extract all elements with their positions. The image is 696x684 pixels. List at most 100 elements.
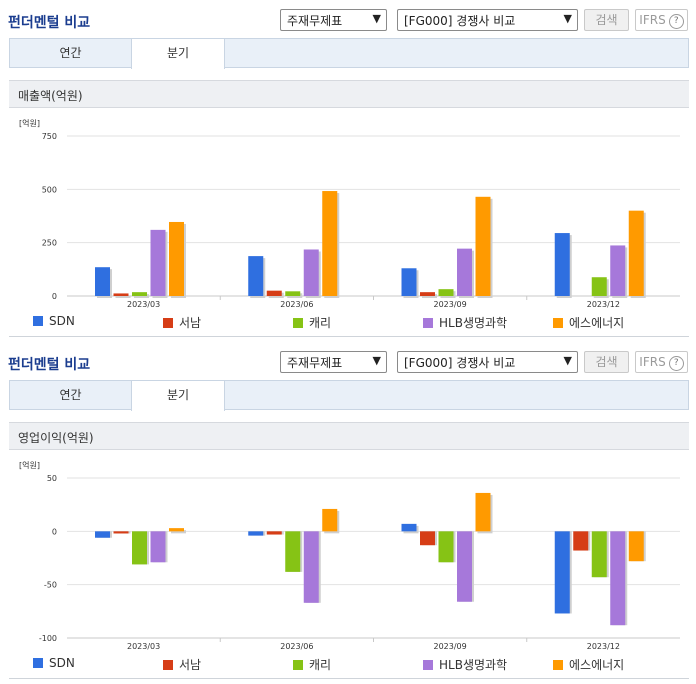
bar[interactable] <box>132 292 147 296</box>
x-tick-label: 2023/12 <box>587 642 620 650</box>
bar[interactable] <box>457 248 472 296</box>
bar[interactable] <box>303 531 319 603</box>
x-tick-label: 2023/03 <box>127 300 160 308</box>
revenue-bar-chart: [억원] 0 250 500 750 2023/03 2023/06 2023/09 2023/… <box>19 118 680 308</box>
bar[interactable] <box>628 531 644 562</box>
chart-caption: 영업이익(억원) <box>9 422 689 450</box>
bar[interactable] <box>150 531 166 563</box>
bar[interactable] <box>591 531 607 578</box>
bar[interactable] <box>266 531 282 535</box>
legend-item-seonam[interactable]: 서남 <box>163 314 201 331</box>
y-tick-label: 50 <box>47 474 57 483</box>
compare-select-value: [FG000] 경쟁사 비교 <box>404 14 516 28</box>
bar[interactable] <box>573 531 589 551</box>
bar[interactable] <box>266 290 282 296</box>
chart-legend: SDN 서남 캐리 HLB생명과학 에스에너지 <box>0 653 696 673</box>
ifrs-button[interactable]: IFRS? <box>635 351 688 373</box>
legend-item-carry[interactable]: 캐리 <box>293 656 331 673</box>
bar[interactable] <box>438 289 454 296</box>
statement-select-value: 주재무제표 <box>287 356 343 370</box>
panel-header: 펀더멘털 비교 주재무제표 ▼ [FG000] 경쟁사 비교 ▼ 검색 IFRS… <box>0 342 696 380</box>
bar[interactable] <box>169 221 184 296</box>
x-tick-label: 2023/06 <box>280 642 313 650</box>
bar[interactable] <box>322 508 338 532</box>
axis-unit-label: [억원] <box>19 118 40 128</box>
bar[interactable] <box>95 267 110 296</box>
legend-item-s-energy[interactable]: 에스에너지 <box>553 314 624 331</box>
search-button[interactable]: 검색 <box>584 9 629 31</box>
x-tick-label: 2023/12 <box>587 300 620 308</box>
bar[interactable] <box>132 531 147 565</box>
y-tick-label: 0 <box>52 527 57 536</box>
bar-shadow <box>115 295 131 298</box>
bar[interactable] <box>322 191 338 296</box>
y-tick-label: 750 <box>42 132 57 141</box>
bar[interactable] <box>554 531 570 614</box>
bar[interactable] <box>401 523 417 532</box>
legend-swatch <box>423 660 433 670</box>
tab-annual[interactable]: 연간 <box>59 46 82 60</box>
bar[interactable] <box>628 210 644 296</box>
chevron-down-icon: ▼ <box>372 12 381 25</box>
ifrs-button[interactable]: IFRS? <box>635 9 688 31</box>
bar[interactable] <box>475 492 491 532</box>
bar[interactable] <box>554 233 570 296</box>
legend-item-carry[interactable]: 캐리 <box>293 314 331 331</box>
bar[interactable] <box>610 531 626 626</box>
statement-select[interactable]: 주재무제표 ▼ <box>280 351 387 373</box>
compare-select[interactable]: [FG000] 경쟁사 비교 ▼ <box>397 9 578 31</box>
tab-annual[interactable]: 연간 <box>59 388 82 402</box>
bar[interactable] <box>150 229 166 296</box>
statement-select[interactable]: 주재무제표 ▼ <box>280 9 387 31</box>
bar[interactable] <box>591 277 607 296</box>
legend-item-sdn[interactable]: SDN <box>33 656 75 670</box>
x-tick-label: 2023/03 <box>127 642 160 650</box>
statement-select-value: 주재무제표 <box>287 14 343 28</box>
legend-swatch <box>163 318 173 328</box>
bar[interactable] <box>303 249 319 296</box>
bar[interactable] <box>285 291 301 296</box>
bar[interactable] <box>610 245 626 296</box>
legend-swatch <box>293 660 303 670</box>
legend-item-seonam[interactable]: 서남 <box>163 656 201 673</box>
tab-quarterly[interactable]: 분기 <box>131 39 225 69</box>
x-tick-label: 2023/09 <box>434 642 467 650</box>
bar-shadow <box>134 294 149 298</box>
bar[interactable] <box>113 293 129 296</box>
legend-item-hlb[interactable]: HLB생명과학 <box>423 656 507 673</box>
chart-legend: SDN 서남 캐리 HLB생명과학 에스에너지 <box>0 311 696 331</box>
bar[interactable] <box>248 256 264 296</box>
legend-swatch <box>423 318 433 328</box>
bar[interactable] <box>113 531 129 534</box>
chart-caption: 매출액(억원) <box>9 80 689 108</box>
compare-select[interactable]: [FG000] 경쟁사 비교 ▼ <box>397 351 578 373</box>
legend-item-hlb[interactable]: HLB생명과학 <box>423 314 507 331</box>
chevron-down-icon: ▼ <box>372 354 381 367</box>
y-tick-label: 500 <box>42 185 57 194</box>
legend-swatch <box>293 318 303 328</box>
chart-title: 영업이익(억원) <box>18 431 94 445</box>
y-tick-label: 0 <box>52 292 57 301</box>
legend-item-sdn[interactable]: SDN <box>33 314 75 328</box>
tab-quarterly[interactable]: 분기 <box>131 381 225 411</box>
help-icon[interactable]: ? <box>668 356 684 371</box>
bar[interactable] <box>420 531 435 546</box>
ifrs-label: IFRS <box>639 355 666 369</box>
bar[interactable] <box>420 292 435 296</box>
bar[interactable] <box>457 531 472 602</box>
bar[interactable] <box>438 531 454 563</box>
bar[interactable] <box>95 531 110 538</box>
bar[interactable] <box>169 528 184 532</box>
bar-shadow <box>171 530 186 534</box>
operating-profit-bar-chart: [억원] -100 -50 0 50 2023/03 2023/06 2023/09 2023/… <box>19 460 680 650</box>
period-tabs: 연간 분기 <box>9 38 689 69</box>
search-button[interactable]: 검색 <box>584 351 629 373</box>
bar-shadow <box>422 294 437 298</box>
bar[interactable] <box>401 268 417 296</box>
legend-item-s-energy[interactable]: 에스에너지 <box>553 656 624 673</box>
bar[interactable] <box>475 196 491 296</box>
bar[interactable] <box>285 531 301 572</box>
axis-unit-label: [억원] <box>19 460 40 470</box>
help-icon[interactable]: ? <box>668 14 684 29</box>
bar[interactable] <box>248 531 264 536</box>
